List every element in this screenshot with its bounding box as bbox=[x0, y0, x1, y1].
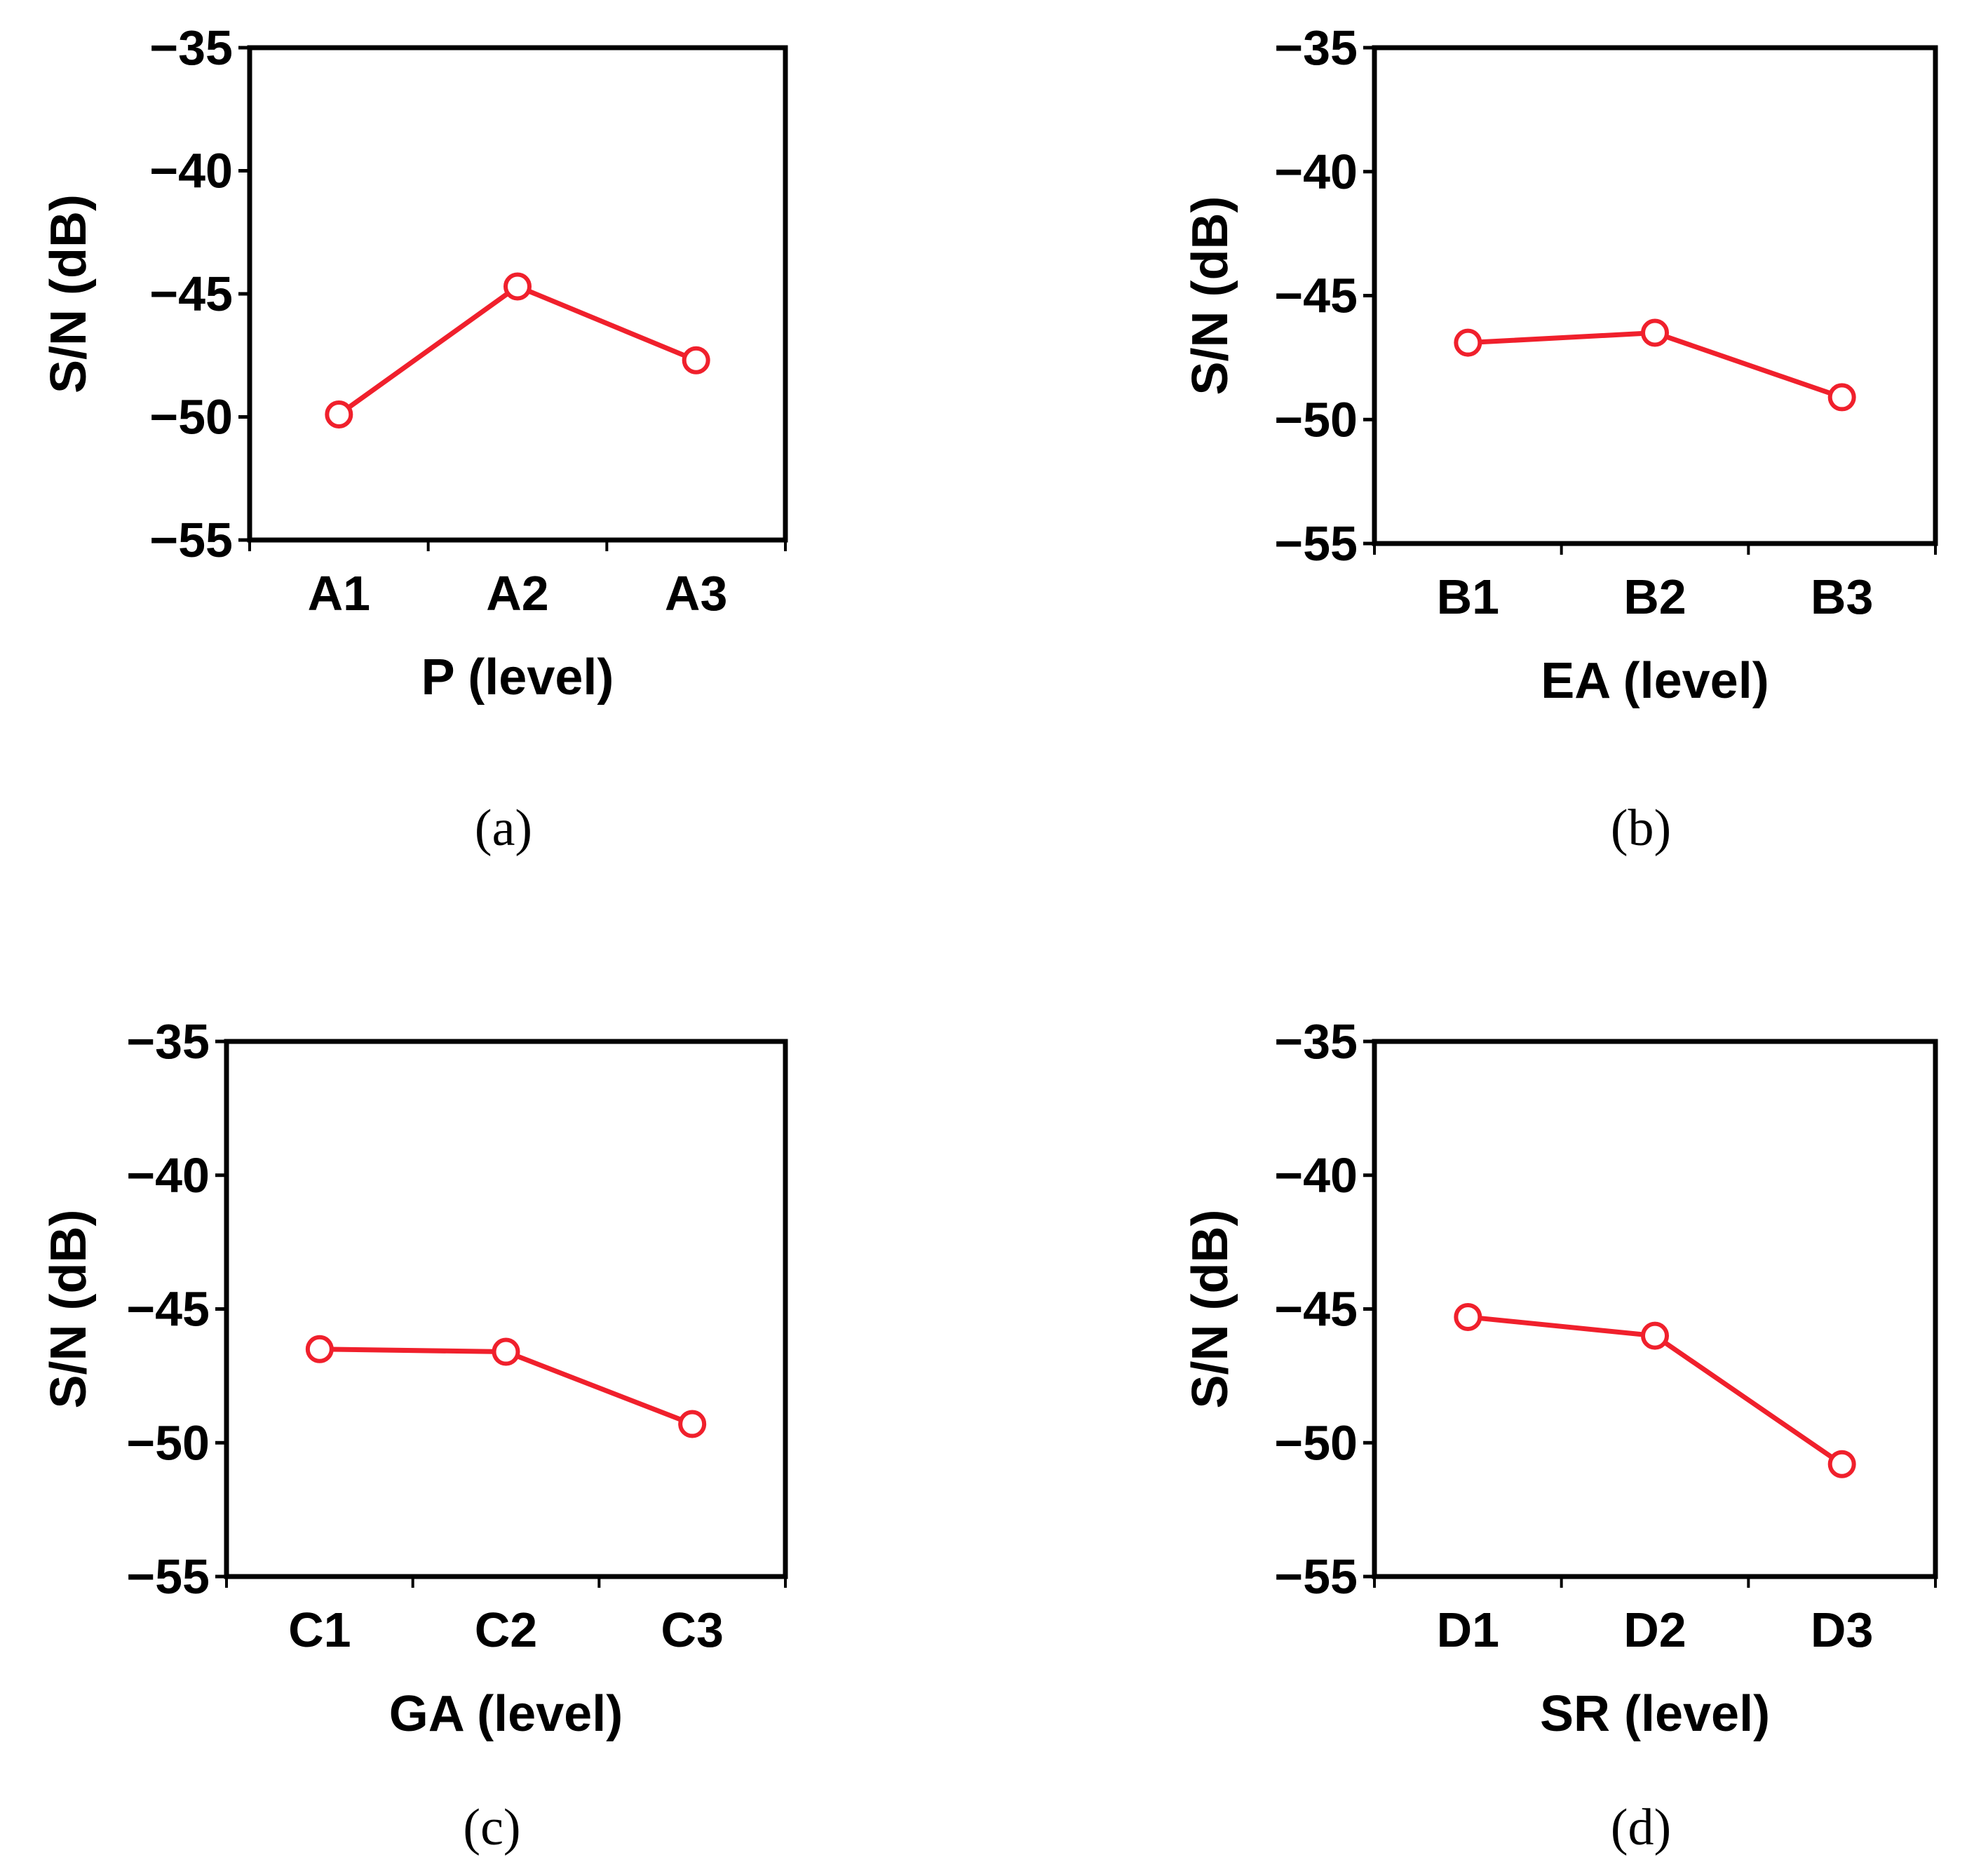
data-point bbox=[1454, 1302, 1482, 1331]
x-axis-label: P (level) bbox=[421, 649, 614, 706]
data-point bbox=[492, 1337, 520, 1366]
x-axis-label: EA (level) bbox=[1541, 653, 1769, 709]
y-tick-label: −55 bbox=[1274, 1549, 1358, 1604]
y-tick-label: −45 bbox=[1274, 1282, 1358, 1337]
data-point bbox=[1827, 1450, 1856, 1478]
y-axis-label: S/N (dB) bbox=[41, 1210, 97, 1409]
y-tick-label: −50 bbox=[1274, 392, 1358, 447]
data-point bbox=[325, 400, 353, 428]
x-tick-label: A2 bbox=[486, 566, 548, 621]
plot-frame bbox=[1372, 45, 1938, 546]
x-tick-label: B1 bbox=[1437, 569, 1499, 624]
data-point bbox=[678, 1410, 707, 1438]
series-line bbox=[336, 283, 699, 417]
data-point bbox=[305, 1335, 334, 1363]
y-tick-label: −40 bbox=[1274, 144, 1358, 199]
data-point bbox=[682, 346, 710, 374]
plot-frame bbox=[224, 1039, 788, 1579]
data-point bbox=[1827, 383, 1856, 412]
x-tick-label: D1 bbox=[1437, 1602, 1499, 1657]
y-tick-label: −50 bbox=[149, 390, 233, 445]
y-tick-label: −50 bbox=[1274, 1415, 1358, 1470]
data-point bbox=[1641, 1321, 1669, 1350]
y-axis-label: S/N (dB) bbox=[1182, 1210, 1238, 1409]
x-tick-label: A3 bbox=[665, 566, 727, 621]
y-tick-label: −40 bbox=[1274, 1148, 1358, 1203]
x-tick-label: D3 bbox=[1811, 1602, 1873, 1657]
x-axis-label: GA (level) bbox=[389, 1686, 623, 1742]
data-point bbox=[1454, 328, 1482, 357]
data-point bbox=[1641, 318, 1669, 347]
y-tick-label: −35 bbox=[1274, 1014, 1358, 1069]
y-tick-label: −40 bbox=[126, 1148, 210, 1203]
x-tick-label: C1 bbox=[288, 1602, 351, 1657]
y-tick-label: −35 bbox=[126, 1014, 210, 1069]
chart-panel: −35 −40 −45 −50 −55 A1 A2 A3 P (level) S/N (dB) (a… bbox=[41, 20, 788, 857]
y-tick-label: −45 bbox=[126, 1282, 210, 1337]
x-tick-label: A1 bbox=[308, 566, 370, 621]
y-tick-label: −50 bbox=[126, 1415, 210, 1470]
y-tick-label: −45 bbox=[149, 266, 233, 321]
y-tick-label: −35 bbox=[1274, 20, 1358, 75]
panel-label: (d) bbox=[1611, 1799, 1671, 1856]
x-tick-label: B3 bbox=[1811, 569, 1873, 624]
y-tick-label: −55 bbox=[149, 513, 233, 567]
chart-panel: −35 −40 −45 −50 −55 B1 B2 B3 EA (level) S/N (dB) (… bbox=[1182, 20, 1938, 857]
x-axis-label: SR (level) bbox=[1540, 1686, 1770, 1742]
y-tick-label: −55 bbox=[126, 1549, 210, 1604]
data-point bbox=[503, 272, 532, 301]
chart-panel: −35 −40 −45 −50 −55 D1 D2 D3 SR (level) S/N (dB) (… bbox=[1182, 1014, 1938, 1856]
panel-label: (a) bbox=[475, 799, 532, 857]
y-tick-label: −55 bbox=[1274, 516, 1358, 571]
x-tick-label: D2 bbox=[1623, 1602, 1686, 1657]
y-axis-label: S/N (dB) bbox=[1182, 196, 1238, 396]
chart-panel: −35 −40 −45 −50 −55 C1 C2 C3 GA (level) S/N (dB) (… bbox=[41, 1014, 788, 1856]
x-tick-label: C3 bbox=[661, 1602, 723, 1657]
x-tick-label: B2 bbox=[1623, 569, 1686, 624]
y-axis-label: S/N (dB) bbox=[41, 194, 97, 393]
y-tick-label: −35 bbox=[149, 20, 233, 75]
panel-label: (b) bbox=[1611, 799, 1671, 857]
x-tick-label: C2 bbox=[475, 1602, 537, 1657]
panel-label: (c) bbox=[463, 1799, 520, 1856]
y-tick-label: −45 bbox=[1274, 269, 1358, 323]
y-tick-label: −40 bbox=[149, 144, 233, 198]
